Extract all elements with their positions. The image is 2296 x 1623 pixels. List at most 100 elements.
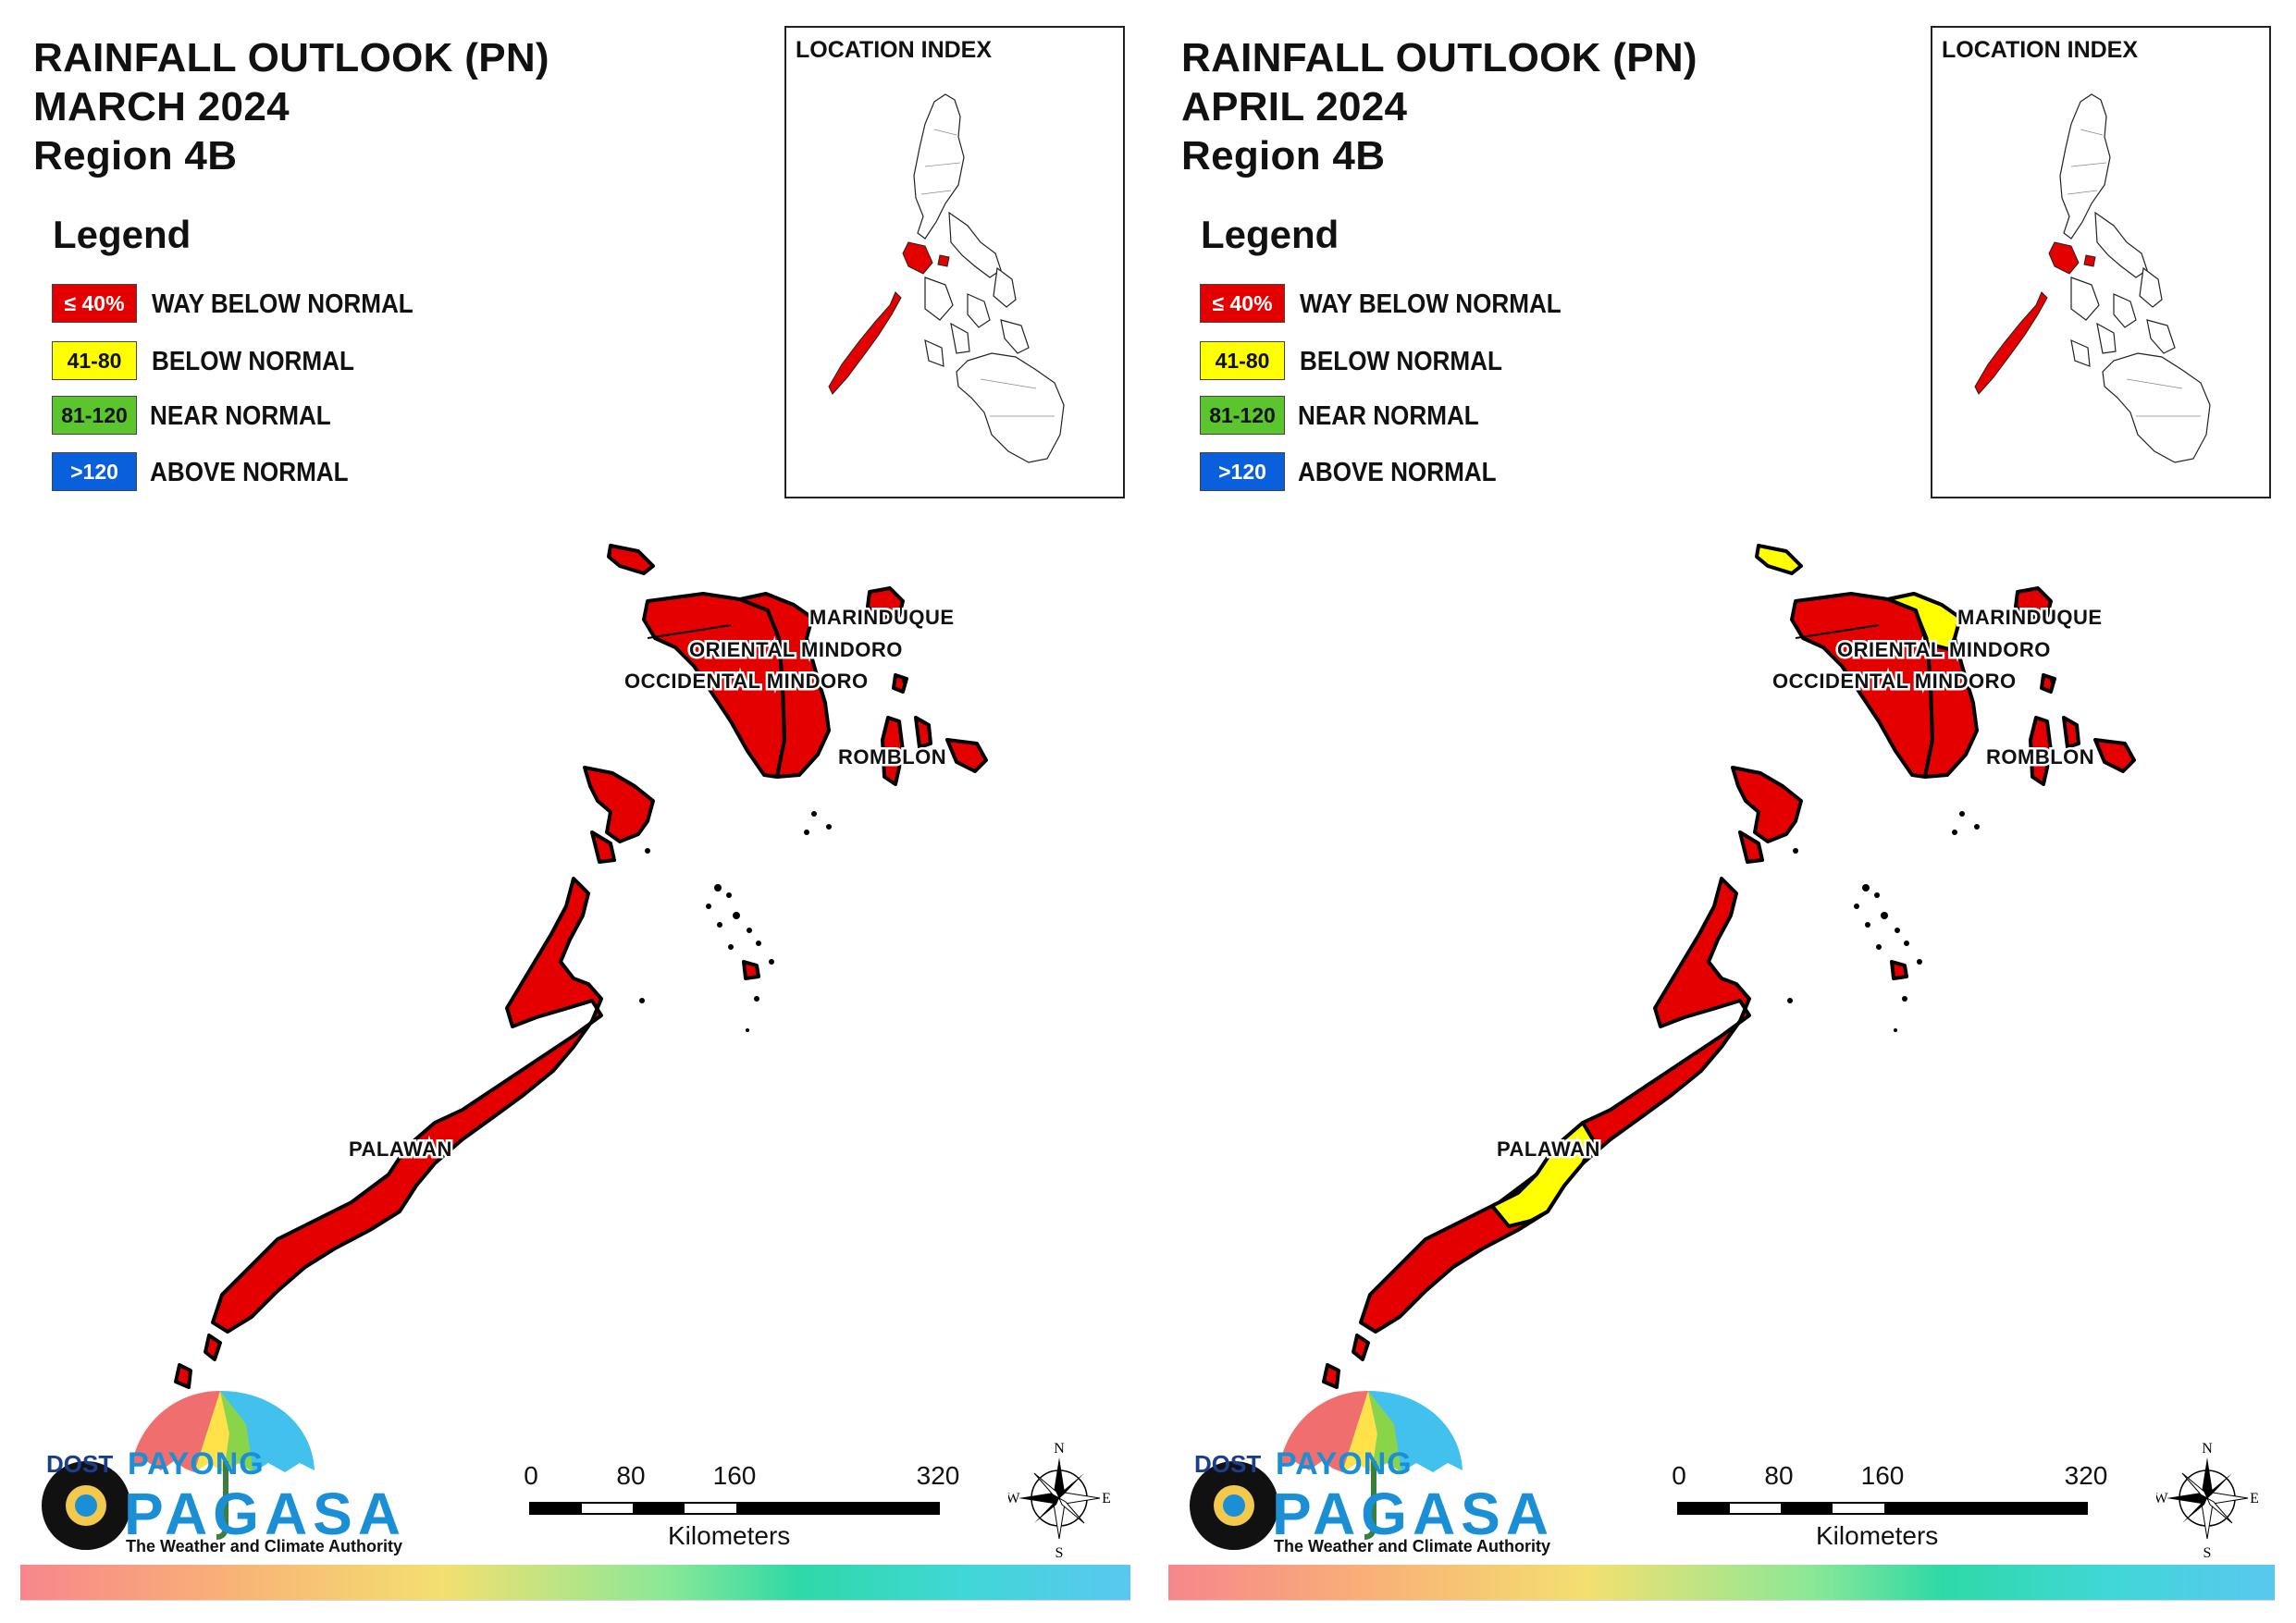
island-southtip: [1352, 1334, 1370, 1361]
cuyo-island: [1890, 960, 1908, 980]
compass-w: W: [1008, 1491, 1020, 1506]
palawan-north-islands-2: [1738, 830, 1764, 864]
palawan-shape: [211, 877, 603, 1334]
location-index-inset: LOCATION INDEX: [784, 26, 1125, 498]
compass-s: S: [1055, 1545, 1064, 1561]
title-month: MARCH 2024: [33, 84, 290, 129]
location-index-title: LOCATION INDEX: [796, 37, 993, 63]
philippines-outline-map: [1974, 93, 2211, 463]
north-arrow-compass: N E S W: [2154, 1441, 2258, 1561]
romblon-shape-2: [914, 716, 932, 749]
legend-label: WAY BELOW NORMAL: [1300, 289, 1562, 319]
umbrella-logo-graphic: [42, 1391, 315, 1550]
scale-bar: 0 80 160 320 Kilometers: [524, 1461, 959, 1550]
legend-title: Legend: [53, 213, 191, 256]
payong-label: PAYONG: [128, 1446, 265, 1482]
footer-gradient-bar: [20, 1565, 1130, 1600]
legend-swatch-below: 41-80: [1200, 341, 1285, 380]
scale-tick-80: 80: [1764, 1461, 1794, 1490]
scale-tick-320: 320: [2064, 1461, 2108, 1490]
scale-tick-160: 160: [1860, 1461, 1905, 1490]
small-islands: [1787, 678, 2055, 1032]
footer-rule: [1168, 1600, 2275, 1601]
umbrella-logo-graphic: [1190, 1391, 1463, 1550]
legend-label: BELOW NORMAL: [152, 347, 354, 376]
title-region: Region 4B: [1181, 133, 1386, 178]
footer-rule: [20, 1600, 1130, 1601]
legend-label: ABOVE NORMAL: [150, 458, 349, 487]
lubang-island: [1755, 544, 1803, 575]
map-title: RAINFALL OUTLOOK (PN) MARCH 2024 Region …: [33, 33, 549, 180]
province-label-occidental-mindoro: OCCIDENTAL MINDORO: [1772, 670, 2017, 693]
scale-units: Kilometers: [668, 1521, 791, 1550]
dost-label: DOST: [1194, 1450, 1262, 1478]
palawan-north-islands: [583, 766, 655, 843]
cuyo-island: [742, 960, 760, 980]
legend-swatch-way-below: ≤ 40%: [1200, 284, 1285, 323]
province-label-palawan: PALAWAN: [1497, 1137, 1600, 1161]
title-region: Region 4B: [33, 133, 238, 178]
marinduque-shape: [866, 586, 905, 620]
pagasa-label: PAGASA: [1272, 1481, 1555, 1547]
island-small: [2040, 673, 2056, 694]
legend-label: BELOW NORMAL: [1300, 347, 1502, 376]
scale-tick-80: 80: [616, 1461, 646, 1490]
footer-gradient-bar: [1168, 1565, 2275, 1600]
map-title: RAINFALL OUTLOOK (PN) APRIL 2024 Region …: [1181, 33, 1697, 180]
compass-e: E: [1102, 1491, 1110, 1506]
romblon-shape-1: [2029, 716, 2053, 786]
legend-label: NEAR NORMAL: [1298, 401, 1479, 431]
romblon-shape-2: [2062, 716, 2080, 749]
map-panel-april: RAINFALL OUTLOOK (PN) APRIL 2024 Region …: [1148, 0, 2296, 1623]
province-label-palawan: PALAWAN: [349, 1137, 452, 1161]
scale-bar: 0 80 160 320 Kilometers: [1672, 1461, 2107, 1550]
region-4b-map: MARINDUQUE ORIENTAL MINDORO OCCIDENTAL M…: [174, 544, 988, 1389]
palawan-below-normal-area: [1490, 1121, 1596, 1228]
romblon-shape-3: [945, 738, 988, 773]
title-line1: RAINFALL OUTLOOK (PN): [1181, 35, 1697, 80]
palawan-north-islands-2: [590, 830, 616, 864]
compass-w: W: [2156, 1491, 2168, 1506]
legend-swatch-near: 81-120: [1200, 396, 1285, 435]
legend-label: WAY BELOW NORMAL: [152, 289, 414, 319]
title-month: APRIL 2024: [1181, 84, 1408, 129]
scale-units: Kilometers: [1816, 1521, 1939, 1550]
region-4b-map: MARINDUQUE ORIENTAL MINDORO OCCIDENTAL M…: [1322, 544, 2136, 1389]
province-label-oriental-mindoro: ORIENTAL MINDORO: [689, 638, 903, 661]
province-label-marinduque: MARINDUQUE: [1957, 606, 2103, 629]
dost-label: DOST: [46, 1450, 114, 1478]
small-islands: [639, 678, 907, 1032]
island-southtip: [204, 1334, 222, 1361]
legend-label: NEAR NORMAL: [150, 401, 331, 431]
compass-s: S: [2203, 1545, 2212, 1561]
romblon-shape-3: [2093, 738, 2136, 773]
marinduque-shape: [2014, 586, 2053, 620]
province-label-romblon: ROMBLON: [838, 745, 946, 768]
north-arrow-compass: N E S W: [1006, 1441, 1110, 1561]
payong-pagasa-logo: DOST PAYONG PAGASA The Weather and Clima…: [35, 1387, 405, 1563]
legend-swatch-above: >120: [1200, 452, 1285, 491]
compass-e: E: [2250, 1491, 2258, 1506]
palawan-shape: [1359, 877, 1751, 1334]
payong-label: PAYONG: [1276, 1446, 1413, 1482]
legend-swatch-below: 41-80: [52, 341, 137, 380]
scale-tick-320: 320: [916, 1461, 960, 1490]
legend-swatch-above: >120: [52, 452, 137, 491]
scale-tick-0: 0: [1672, 1461, 1686, 1490]
compass-rose-icon: N E S W: [1006, 1441, 1110, 1561]
legend-swatch-near: 81-120: [52, 396, 137, 435]
province-label-oriental-mindoro: ORIENTAL MINDORO: [1837, 638, 2051, 661]
map-panel-march: RAINFALL OUTLOOK (PN) MARCH 2024 Region …: [20, 26, 1130, 1601]
island-southtip-2: [174, 1363, 192, 1389]
compass-n: N: [2202, 1441, 2213, 1457]
legend-swatch-way-below: ≤ 40%: [52, 284, 137, 323]
location-index-inset: LOCATION INDEX: [1931, 26, 2271, 498]
palawan-north-islands: [1731, 766, 1803, 843]
legend-title: Legend: [1201, 213, 1339, 256]
legend-label: ABOVE NORMAL: [1298, 458, 1497, 487]
pagasa-label: PAGASA: [124, 1481, 407, 1547]
payong-pagasa-logo: DOST PAYONG PAGASA The Weather and Clima…: [1183, 1387, 1553, 1563]
scale-bar-strip: [1677, 1502, 2088, 1515]
romblon-shape-1: [881, 716, 905, 786]
lubang-island: [607, 544, 655, 575]
